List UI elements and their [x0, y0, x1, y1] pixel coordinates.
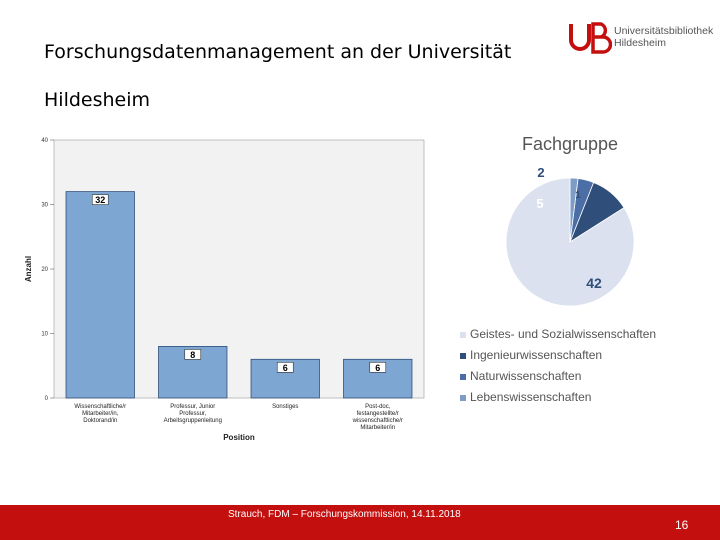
- x-tick-label-1: Professur, Junior Professur, Arbeitsgruppe…: [164, 404, 222, 424]
- page-number: 16: [675, 518, 689, 532]
- legend-label-3: Lebenswissenschaften: [470, 390, 591, 404]
- legend-label-0: Geistes- und Sozialwissenschaften: [470, 327, 656, 341]
- logo-line-1: Universitätsbibliothek: [614, 25, 714, 37]
- legend-label-1: Ingenieurwissenschaften: [470, 348, 602, 362]
- y-axis-title: Anzahl: [24, 256, 33, 282]
- pie-title: Fachgruppe: [522, 134, 618, 154]
- bar-label-box-1: [184, 349, 202, 360]
- legend-swatch-1: [460, 353, 466, 359]
- pie-slice-0: [505, 177, 635, 307]
- x-tick-label-0: Wissenschaftliche/r Mitarbeiter/in, Doktor…: [74, 404, 126, 424]
- x-axis-title: Position: [223, 433, 255, 442]
- logo-line-2: Hildesheim: [614, 37, 666, 49]
- bar-value-label-1: 8: [190, 350, 195, 360]
- bar-label-box-3: [369, 362, 387, 373]
- slide-title: Forschungsdatenmanagement an der Univers…: [44, 41, 512, 111]
- y-tick-label-0: 0: [45, 396, 49, 402]
- bar-label-box-2: [276, 362, 294, 373]
- pie-value-label-0: 42: [586, 275, 602, 291]
- pie-value-label-1: 5: [536, 196, 543, 211]
- bar-value-label-2: 6: [283, 363, 288, 373]
- y-tick-label-1: 10: [41, 332, 48, 338]
- position-bar-chart: 0 10 20 30 40 32 Wissenschaftliche/r Mitarbeite…: [24, 138, 425, 442]
- fachgruppe-pie-chart: Fachgruppe 42 5 2 1 Geistes- und Sozialwissen…: [460, 134, 656, 404]
- pie-value-label-3: 1: [575, 190, 581, 201]
- footer-bar: Strauch, FDM – Forschungskommission, 14.…: [0, 505, 720, 540]
- legend-swatch-0: [460, 332, 466, 338]
- bar-value-label-3: 6: [375, 363, 380, 373]
- x-tick-label-3: Post-doc, festangestellte/r wissenschaftli…: [352, 404, 403, 431]
- bar-value-label-0: 32: [95, 195, 105, 205]
- legend-swatch-2: [460, 374, 466, 380]
- pie-value-label-2: 2: [537, 165, 544, 180]
- university-library-logo: Universitätsbibliothek Hildesheim: [566, 18, 716, 58]
- legend-label-2: Naturwissenschaften: [470, 369, 581, 383]
- legend-swatch-3: [460, 395, 466, 401]
- x-tick-label-2: Sonstiges: [272, 404, 298, 410]
- y-tick-label-3: 30: [41, 203, 48, 209]
- footer-text: Strauch, FDM – Forschungskommission, 14.…: [228, 509, 461, 520]
- bar-label-box-0: [91, 194, 109, 205]
- ub-logo-icon: [569, 22, 613, 54]
- y-tick-label-2: 20: [41, 267, 48, 273]
- y-tick-label-4: 40: [41, 138, 48, 144]
- bar-0: [65, 191, 135, 399]
